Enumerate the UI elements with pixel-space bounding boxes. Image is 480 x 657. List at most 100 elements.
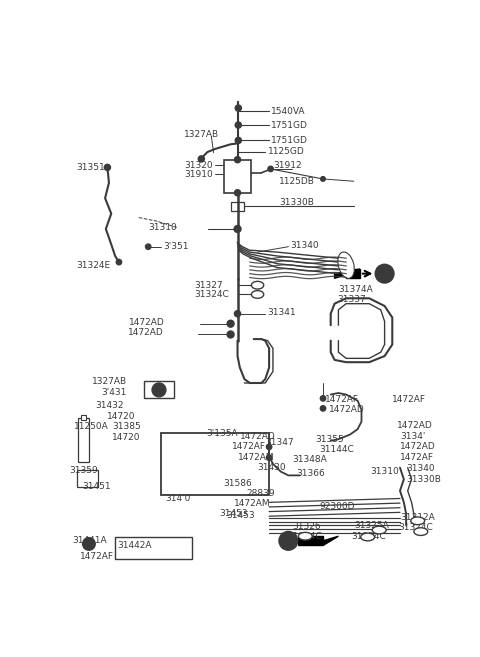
Circle shape bbox=[116, 260, 121, 265]
Text: 1751GD: 1751GD bbox=[271, 120, 308, 129]
Text: 3134': 3134' bbox=[400, 432, 425, 441]
Text: 11250A: 11250A bbox=[73, 422, 108, 432]
Text: 1472AD: 1472AD bbox=[400, 442, 436, 451]
Text: 1125DB: 1125DB bbox=[279, 177, 315, 186]
Text: 31355: 31355 bbox=[315, 435, 344, 443]
Circle shape bbox=[83, 538, 95, 550]
Text: 31347: 31347 bbox=[265, 438, 294, 447]
Bar bbox=[161, 433, 269, 495]
Text: 31430: 31430 bbox=[258, 463, 286, 472]
Circle shape bbox=[234, 156, 240, 163]
Text: 3'135A: 3'135A bbox=[206, 428, 238, 438]
Ellipse shape bbox=[411, 517, 425, 525]
Text: 31324E: 31324E bbox=[77, 261, 111, 269]
Text: 1472AM: 1472AM bbox=[234, 499, 271, 509]
Bar bbox=[115, 537, 192, 558]
Text: 31366: 31366 bbox=[296, 468, 325, 478]
Text: 31341: 31341 bbox=[267, 307, 296, 317]
Text: 31348A: 31348A bbox=[292, 455, 327, 464]
Text: 31910: 31910 bbox=[184, 170, 213, 179]
Text: 31912: 31912 bbox=[273, 160, 301, 170]
Text: 31310: 31310 bbox=[148, 223, 177, 232]
Text: 31359: 31359 bbox=[69, 466, 97, 475]
Text: 1540VA: 1540VA bbox=[271, 106, 306, 116]
Circle shape bbox=[198, 156, 204, 162]
Circle shape bbox=[234, 190, 240, 196]
Text: 1472AM: 1472AM bbox=[238, 453, 275, 462]
Circle shape bbox=[227, 320, 234, 327]
Text: 1125GD: 1125GD bbox=[267, 147, 304, 156]
Text: 31310: 31310 bbox=[371, 467, 399, 476]
Ellipse shape bbox=[299, 532, 312, 540]
Text: 3'431: 3'431 bbox=[101, 388, 127, 397]
Ellipse shape bbox=[372, 526, 386, 534]
Text: 1472AF: 1472AF bbox=[400, 453, 434, 462]
Text: 1472AD: 1472AD bbox=[130, 318, 165, 327]
Ellipse shape bbox=[414, 528, 428, 535]
Text: 14720: 14720 bbox=[108, 411, 136, 420]
Text: 31374A: 31374A bbox=[338, 285, 373, 294]
Text: 31340: 31340 bbox=[291, 240, 319, 250]
Circle shape bbox=[375, 264, 394, 283]
Circle shape bbox=[235, 105, 241, 111]
Circle shape bbox=[320, 406, 326, 411]
Circle shape bbox=[268, 166, 273, 171]
Text: 1327AB: 1327AB bbox=[184, 130, 219, 139]
Text: 1327AB: 1327AB bbox=[92, 377, 127, 386]
Text: 1472AF: 1472AF bbox=[392, 395, 426, 403]
Polygon shape bbox=[335, 269, 360, 279]
Text: 31453: 31453 bbox=[227, 511, 255, 520]
Ellipse shape bbox=[252, 290, 264, 298]
Text: 1472AD: 1472AD bbox=[397, 421, 432, 430]
Text: 92300D: 92300D bbox=[319, 502, 355, 510]
Text: A: A bbox=[381, 269, 388, 279]
Circle shape bbox=[145, 244, 151, 250]
Text: 1751GD: 1751GD bbox=[271, 136, 308, 145]
Text: 31586: 31586 bbox=[223, 478, 252, 487]
Text: 31337: 31337 bbox=[337, 294, 366, 304]
Circle shape bbox=[104, 164, 110, 170]
Circle shape bbox=[266, 455, 272, 461]
Text: 31327: 31327 bbox=[194, 281, 223, 290]
Text: 14720: 14720 bbox=[112, 433, 141, 442]
Text: 31453: 31453 bbox=[219, 509, 248, 518]
Text: 1472AD: 1472AD bbox=[128, 328, 164, 338]
Text: 31330B: 31330B bbox=[279, 198, 314, 208]
Ellipse shape bbox=[338, 252, 354, 279]
Text: 31326: 31326 bbox=[292, 522, 321, 532]
Bar bbox=[144, 382, 174, 398]
Circle shape bbox=[321, 177, 325, 181]
Text: 314'0: 314'0 bbox=[165, 494, 191, 503]
Circle shape bbox=[235, 122, 241, 128]
Bar bbox=[78, 418, 89, 463]
Text: 31144C: 31144C bbox=[319, 445, 354, 455]
Bar bbox=[77, 470, 98, 487]
Text: 31351: 31351 bbox=[77, 163, 105, 172]
Text: 31442A: 31442A bbox=[117, 541, 152, 550]
Text: 1472AF: 1472AF bbox=[324, 395, 359, 403]
Text: 31330B: 31330B bbox=[406, 475, 441, 484]
Text: A: A bbox=[285, 536, 292, 546]
Text: 31312A: 31312A bbox=[400, 513, 435, 522]
Text: 3'351: 3'351 bbox=[164, 242, 189, 251]
Text: 31325A: 31325A bbox=[354, 521, 388, 530]
Bar bbox=[225, 160, 251, 193]
Bar bbox=[81, 415, 86, 420]
Text: 31441A: 31441A bbox=[73, 536, 108, 545]
Circle shape bbox=[86, 541, 92, 547]
Text: 28839: 28839 bbox=[246, 489, 275, 497]
Polygon shape bbox=[323, 536, 338, 545]
Polygon shape bbox=[298, 536, 323, 545]
Text: 1472AD: 1472AD bbox=[240, 432, 276, 441]
Circle shape bbox=[234, 225, 241, 233]
Text: 31385: 31385 bbox=[112, 422, 141, 432]
Circle shape bbox=[320, 396, 326, 401]
Circle shape bbox=[227, 331, 234, 338]
Text: 1472AD: 1472AD bbox=[329, 405, 365, 415]
Circle shape bbox=[234, 311, 240, 317]
Circle shape bbox=[266, 444, 272, 449]
Circle shape bbox=[235, 137, 241, 143]
Ellipse shape bbox=[252, 281, 264, 289]
Circle shape bbox=[279, 532, 298, 550]
Text: 31432: 31432 bbox=[95, 401, 123, 410]
